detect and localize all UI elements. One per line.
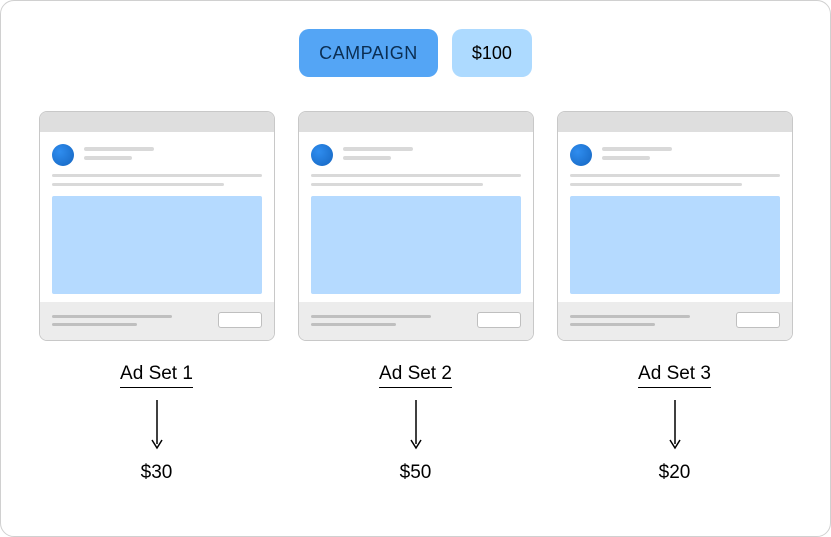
avatar-icon <box>52 144 74 166</box>
adset-label: Ad Set 2 <box>379 363 452 388</box>
adset-label: Ad Set 1 <box>120 363 193 388</box>
card-titlebar <box>299 112 533 132</box>
adset-amount: $20 <box>659 462 691 484</box>
adset-column: Ad Set 1 $30 <box>37 111 276 484</box>
skeleton-line <box>570 315 690 318</box>
ad-card <box>39 111 275 341</box>
adset-amount: $50 <box>400 462 432 484</box>
skeleton-line <box>52 315 172 318</box>
arrow-down-icon <box>149 398 165 452</box>
skeleton-line <box>602 156 650 160</box>
adset-row: Ad Set 1 $30 <box>37 111 794 484</box>
ad-hero-image <box>311 196 521 294</box>
adset-label: Ad Set 3 <box>638 363 711 388</box>
campaign-pill: CAMPAIGN <box>299 29 438 77</box>
adset-column: Ad Set 3 $20 <box>555 111 794 484</box>
card-body <box>558 132 792 302</box>
skeleton-line <box>343 156 391 160</box>
card-titlebar <box>40 112 274 132</box>
adset-column: Ad Set 2 $50 <box>296 111 535 484</box>
arrow-down-icon <box>408 398 424 452</box>
skeleton-line <box>84 147 154 151</box>
skeleton-line <box>570 174 780 177</box>
card-titlebar <box>558 112 792 132</box>
skeleton-line <box>570 323 655 326</box>
ad-card <box>298 111 534 341</box>
campaign-header-row: CAMPAIGN $100 <box>37 29 794 77</box>
card-footer <box>558 302 792 340</box>
card-cta-placeholder <box>477 312 521 328</box>
skeleton-line <box>343 147 413 151</box>
skeleton-line <box>52 183 224 186</box>
card-cta-placeholder <box>218 312 262 328</box>
adset-amount: $30 <box>141 462 173 484</box>
card-footer <box>299 302 533 340</box>
skeleton-line <box>311 183 483 186</box>
skeleton-line <box>311 323 396 326</box>
ad-hero-image <box>570 196 780 294</box>
skeleton-line <box>52 174 262 177</box>
skeleton-line <box>570 183 742 186</box>
arrow-down-icon <box>667 398 683 452</box>
card-body <box>40 132 274 302</box>
skeleton-line <box>84 156 132 160</box>
skeleton-line <box>311 174 521 177</box>
skeleton-line <box>602 147 672 151</box>
card-cta-placeholder <box>736 312 780 328</box>
ad-hero-image <box>52 196 262 294</box>
avatar-icon <box>311 144 333 166</box>
diagram-canvas: CAMPAIGN $100 <box>0 0 831 537</box>
avatar-icon <box>570 144 592 166</box>
ad-card <box>557 111 793 341</box>
campaign-budget-pill: $100 <box>452 29 532 77</box>
skeleton-line <box>52 323 137 326</box>
card-footer <box>40 302 274 340</box>
card-body <box>299 132 533 302</box>
skeleton-line <box>311 315 431 318</box>
